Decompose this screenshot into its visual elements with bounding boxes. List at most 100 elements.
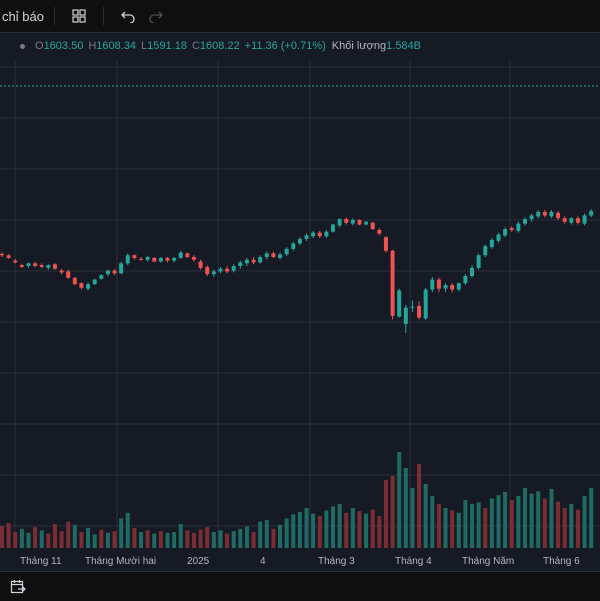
- volume-bar: [0, 526, 4, 548]
- candle-body: [569, 218, 574, 223]
- high-value: 1608.34: [96, 40, 137, 52]
- volume-bar: [542, 498, 547, 548]
- candle-body: [79, 283, 84, 288]
- time-axis-label: Tháng 6: [543, 556, 580, 567]
- volume-bar: [463, 500, 468, 548]
- candle-body: [304, 235, 309, 239]
- close-value: 1608.22: [199, 40, 240, 52]
- candle-body: [529, 215, 534, 220]
- candle-body: [430, 279, 435, 290]
- volume-bar: [264, 520, 269, 548]
- candle-body: [456, 283, 461, 290]
- volume-bar: [317, 516, 322, 548]
- volume-value: 1.584B: [386, 40, 422, 52]
- volume-bar: [218, 530, 223, 548]
- volume-bar: [211, 532, 216, 548]
- volume-bar: [251, 532, 256, 548]
- candle-body: [191, 257, 196, 260]
- volume-bar: [39, 530, 44, 548]
- candle-body: [297, 238, 302, 244]
- candle-body: [364, 221, 369, 225]
- time-axis-label: Tháng Năm: [462, 556, 514, 567]
- volume-bar: [383, 480, 388, 548]
- volume-bar: [52, 524, 57, 548]
- candle-body: [231, 266, 236, 271]
- candle-body: [562, 218, 567, 222]
- candle-body: [46, 265, 51, 268]
- volume-bar: [172, 532, 177, 548]
- volume-bar: [549, 488, 554, 548]
- grid-icon: [72, 9, 86, 23]
- volume-bars: [0, 452, 594, 548]
- candle-body: [19, 265, 24, 267]
- high-key: H: [88, 40, 97, 52]
- goto-date-button[interactable]: [4, 573, 32, 601]
- candle-body: [59, 270, 64, 273]
- volume-bar: [529, 493, 534, 548]
- candle-body: [152, 257, 157, 262]
- volume-bar: [503, 492, 508, 548]
- low-key: L: [141, 40, 148, 52]
- volume-bar: [92, 534, 97, 548]
- candle-body: [556, 212, 561, 219]
- candle-body: [450, 285, 455, 290]
- volume-bar: [575, 509, 580, 548]
- candle-body: [509, 228, 514, 230]
- indicators-label: chỉ báo: [2, 8, 44, 24]
- candle-body: [324, 231, 329, 237]
- candle-body: [112, 270, 117, 274]
- candle-body: [264, 253, 269, 258]
- candle-body: [39, 265, 44, 267]
- time-axis-label: Tháng Mười hai: [85, 556, 156, 567]
- candle-body: [377, 229, 382, 234]
- redo-button[interactable]: [142, 2, 170, 30]
- volume-bar: [562, 508, 567, 548]
- volume-bar: [278, 524, 283, 548]
- volume-bar: [178, 524, 183, 548]
- time-axis-label: Tháng 3: [318, 556, 355, 567]
- candle-body: [436, 279, 441, 289]
- volume-bar: [522, 488, 527, 548]
- candle-body: [139, 258, 144, 260]
- bottom-toolbar: [0, 571, 600, 601]
- candle-body: [516, 223, 521, 231]
- layout-button[interactable]: [65, 2, 93, 30]
- volume-bar: [46, 533, 51, 548]
- volume-bar: [152, 533, 157, 548]
- candle-body: [383, 237, 388, 251]
- volume-bar: [324, 510, 329, 548]
- open-value: 1603.50: [43, 40, 84, 52]
- price-chart[interactable]: Tháng 11 Tháng Mười hai 2025 4 Tháng 3 Tháng …: [0, 60, 600, 571]
- time-axis-label: 4: [260, 556, 266, 567]
- candle-body: [165, 257, 170, 261]
- candlestick-series: [0, 209, 594, 333]
- candle-body: [476, 255, 481, 268]
- volume-bar: [569, 504, 574, 548]
- candle-body: [317, 232, 322, 237]
- volume-bar: [105, 532, 110, 548]
- candle-body: [589, 210, 594, 216]
- candle-body: [284, 248, 289, 255]
- volume-bar: [582, 496, 587, 548]
- candle-body: [331, 224, 335, 232]
- candle-body: [172, 257, 177, 261]
- change-value: +11.36 (+0.71%): [244, 40, 326, 52]
- volume-bar: [364, 513, 369, 548]
- candle-body: [397, 290, 402, 317]
- volume-bar: [191, 532, 196, 548]
- indicators-button[interactable]: chỉ báo: [0, 9, 44, 24]
- candle-body: [357, 220, 362, 225]
- volume-bar: [79, 532, 84, 548]
- candle-body: [423, 289, 428, 319]
- volume-bar: [238, 528, 243, 548]
- candle-body: [218, 268, 223, 272]
- candle-body: [496, 234, 501, 241]
- undo-button[interactable]: [114, 2, 142, 30]
- candle-body: [92, 279, 97, 285]
- candle-body: [238, 262, 243, 267]
- candle-body: [575, 218, 580, 223]
- volume-bar: [536, 491, 541, 548]
- ohlc-legend: O 1603.50 H 1608.34 L 1591.18 C 1608.22 …: [0, 36, 426, 56]
- volume-bar: [344, 512, 349, 548]
- volume-bar: [66, 521, 71, 548]
